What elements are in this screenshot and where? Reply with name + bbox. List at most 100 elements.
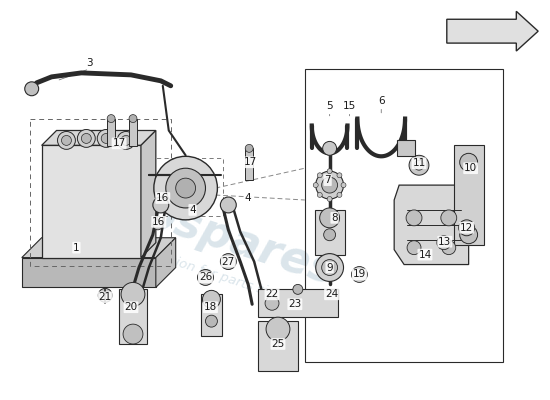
- Circle shape: [341, 183, 346, 188]
- Circle shape: [316, 171, 344, 199]
- Circle shape: [460, 226, 477, 244]
- Circle shape: [409, 155, 429, 175]
- Bar: [30, 118, 170, 266]
- Circle shape: [81, 134, 91, 143]
- Text: 19: 19: [353, 270, 366, 280]
- Circle shape: [197, 270, 213, 286]
- Circle shape: [221, 254, 236, 270]
- Circle shape: [293, 284, 303, 294]
- Circle shape: [323, 229, 336, 241]
- Circle shape: [166, 168, 206, 208]
- Bar: [397, 140, 415, 156]
- Text: a passion for parts since 1985: a passion for parts since 1985: [133, 242, 327, 316]
- Circle shape: [317, 192, 322, 198]
- Text: 4: 4: [245, 193, 251, 203]
- Text: 16: 16: [152, 217, 166, 227]
- Circle shape: [337, 173, 342, 178]
- Circle shape: [327, 169, 332, 174]
- Bar: [245, 148, 253, 180]
- Circle shape: [351, 266, 367, 282]
- Circle shape: [98, 288, 112, 302]
- Polygon shape: [42, 145, 141, 258]
- Circle shape: [62, 136, 72, 145]
- Text: 23: 23: [288, 299, 301, 309]
- Text: 24: 24: [325, 289, 338, 299]
- Circle shape: [322, 260, 338, 276]
- Circle shape: [121, 282, 145, 306]
- Text: 9: 9: [326, 262, 333, 272]
- Bar: [315, 210, 344, 255]
- Text: 22: 22: [266, 289, 279, 299]
- Circle shape: [97, 130, 115, 147]
- Text: 16: 16: [156, 193, 169, 203]
- Circle shape: [123, 324, 143, 344]
- Circle shape: [175, 178, 196, 198]
- Circle shape: [78, 130, 95, 147]
- Text: 17: 17: [244, 157, 257, 167]
- Circle shape: [441, 210, 456, 226]
- Polygon shape: [447, 11, 538, 51]
- Circle shape: [322, 177, 338, 193]
- Polygon shape: [22, 238, 175, 258]
- Circle shape: [58, 132, 75, 149]
- Text: 3: 3: [86, 58, 92, 68]
- Circle shape: [153, 197, 169, 213]
- Circle shape: [117, 132, 135, 149]
- Polygon shape: [22, 258, 156, 287]
- Text: 6: 6: [378, 96, 384, 106]
- Circle shape: [107, 114, 115, 122]
- Circle shape: [317, 173, 322, 178]
- Text: 4: 4: [189, 205, 196, 215]
- Circle shape: [245, 144, 253, 152]
- Circle shape: [121, 136, 131, 145]
- Text: eurospares: eurospares: [60, 166, 341, 294]
- Circle shape: [154, 156, 217, 220]
- Bar: [149, 158, 223, 216]
- Circle shape: [101, 134, 111, 143]
- Circle shape: [323, 142, 337, 155]
- Circle shape: [460, 153, 477, 171]
- Circle shape: [406, 210, 422, 226]
- Text: 11: 11: [412, 158, 426, 168]
- Circle shape: [153, 220, 163, 230]
- Text: 14: 14: [419, 250, 432, 260]
- Text: 27: 27: [222, 256, 235, 266]
- Text: 25: 25: [271, 339, 284, 349]
- Text: 26: 26: [199, 272, 212, 282]
- Circle shape: [265, 296, 279, 310]
- Text: 5: 5: [326, 101, 333, 111]
- Text: 20: 20: [124, 302, 138, 312]
- Text: 17: 17: [112, 138, 126, 148]
- Bar: [201, 294, 222, 336]
- Bar: [107, 118, 115, 146]
- Text: 1: 1: [73, 243, 80, 253]
- Text: 15: 15: [343, 101, 356, 111]
- Polygon shape: [42, 130, 156, 145]
- Bar: [454, 145, 483, 245]
- Polygon shape: [141, 130, 156, 258]
- Text: 12: 12: [460, 223, 474, 233]
- Circle shape: [337, 192, 342, 198]
- Circle shape: [437, 236, 451, 250]
- Circle shape: [459, 220, 475, 236]
- Polygon shape: [394, 185, 469, 264]
- Bar: [258, 321, 298, 371]
- Circle shape: [25, 82, 39, 96]
- Circle shape: [414, 160, 424, 170]
- Circle shape: [206, 315, 217, 327]
- Bar: [258, 289, 338, 317]
- Bar: [305, 69, 503, 362]
- Text: 10: 10: [464, 163, 477, 173]
- Circle shape: [266, 317, 290, 341]
- Circle shape: [320, 208, 339, 228]
- Text: 13: 13: [438, 237, 452, 247]
- Bar: [129, 118, 137, 146]
- Circle shape: [202, 290, 221, 308]
- Polygon shape: [156, 238, 175, 287]
- Circle shape: [129, 114, 137, 122]
- Bar: [119, 289, 147, 344]
- Text: 7: 7: [324, 175, 331, 185]
- Text: 18: 18: [204, 302, 217, 312]
- Circle shape: [221, 197, 236, 213]
- Text: 21: 21: [98, 292, 112, 302]
